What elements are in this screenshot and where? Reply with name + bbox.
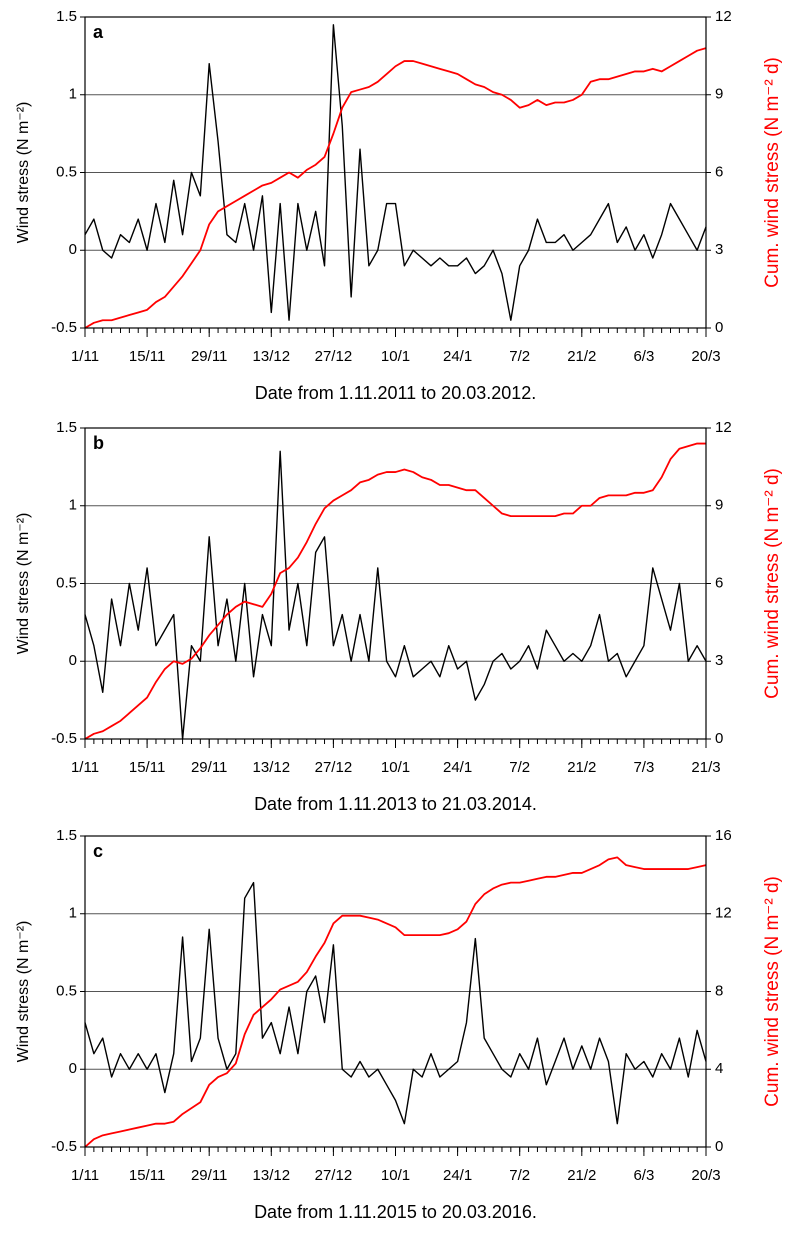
y-tick-label: 0 (69, 241, 77, 258)
y2-tick-label: 6 (715, 574, 723, 591)
y2-tick-label: 0 (715, 1138, 723, 1155)
y-tick-label: 1 (69, 905, 77, 922)
plot-frame (84, 427, 707, 740)
series-line (84, 450, 707, 740)
y-tick-label: 0 (69, 652, 77, 669)
y-tick-label: -0.5 (51, 730, 77, 747)
y2-axis-label: Cum. wind stress (N m⁻² d) (762, 876, 783, 1107)
x-tick-label: 24/1 (443, 759, 472, 776)
y2-tick-label: 9 (715, 497, 723, 514)
y2-tick-label: 6 (715, 163, 723, 180)
y2-tick-label: 12 (715, 905, 732, 922)
x-tick-label: 29/11 (191, 1167, 227, 1184)
x-tick-label: 27/12 (315, 348, 353, 365)
x-tick-label: 7/3 (633, 759, 654, 776)
y-tick-label: -0.5 (51, 319, 77, 336)
x-tick-label: 15/11 (129, 759, 165, 776)
x-tick-label: 7/2 (509, 759, 530, 776)
y2-tick-label: 0 (715, 730, 723, 747)
y-tick-label: 1.5 (56, 8, 77, 25)
x-tick-label: 6/3 (633, 348, 654, 365)
x-axis-label: Date from 1.11.2011 to 20.03.2012. (255, 383, 537, 403)
series-line (84, 881, 707, 1125)
y2-tick-label: 16 (715, 827, 732, 844)
x-tick-label: 7/2 (509, 348, 530, 365)
x-tick-label: 20/3 (691, 1167, 720, 1184)
y2-axis-label: Cum. wind stress (N m⁻² d) (762, 57, 783, 288)
panel-label: a (93, 22, 104, 42)
series-line (84, 442, 706, 740)
y2-axis-label: Cum. wind stress (N m⁻² d) (762, 468, 783, 699)
x-tick-label: 15/11 (129, 348, 165, 365)
x-tick-label: 21/2 (567, 759, 596, 776)
y2-tick-label: 3 (715, 241, 723, 258)
y2-tick-label: 12 (715, 8, 732, 25)
panel-label: b (93, 433, 104, 453)
y-tick-label: 1.5 (56, 419, 77, 436)
y2-tick-label: 4 (715, 1060, 723, 1077)
x-tick-label: 27/12 (315, 1167, 353, 1184)
x-tick-label: 10/1 (381, 348, 410, 365)
y-tick-label: 0.5 (56, 982, 77, 999)
y-tick-label: -0.5 (51, 1138, 77, 1155)
x-tick-label: 15/11 (129, 1167, 165, 1184)
y-tick-label: 0 (69, 1060, 77, 1077)
plot-frame (84, 835, 707, 1148)
y-tick-label: 1 (69, 86, 77, 103)
y2-tick-label: 3 (715, 652, 723, 669)
series-line (84, 47, 707, 329)
x-tick-label: 10/1 (381, 759, 410, 776)
x-axis-label: Date from 1.11.2013 to 21.03.2014. (254, 794, 537, 814)
y-tick-label: 0.5 (56, 574, 77, 591)
x-tick-label: 1/11 (71, 1167, 99, 1184)
x-tick-label: 27/12 (315, 759, 353, 776)
x-tick-label: 13/12 (253, 759, 291, 776)
panel-label: c (93, 841, 103, 861)
x-tick-label: 1/11 (71, 759, 99, 776)
x-tick-label: 1/11 (71, 348, 99, 365)
y2-tick-label: 9 (715, 86, 723, 103)
x-tick-label: 21/3 (691, 759, 720, 776)
x-tick-label: 13/12 (253, 348, 291, 365)
x-tick-label: 29/11 (191, 348, 227, 365)
series-line (84, 856, 707, 1148)
y-tick-label: 1.5 (56, 827, 77, 844)
y-axis-label: Wind stress (N m⁻²) (15, 921, 32, 1063)
plot-frame (84, 16, 707, 329)
x-tick-label: 24/1 (443, 348, 472, 365)
y-axis-label: Wind stress (N m⁻²) (15, 513, 32, 655)
x-tick-label: 29/11 (191, 759, 227, 776)
y-axis-label: Wind stress (N m⁻²) (15, 102, 32, 244)
x-tick-label: 20/3 (691, 348, 720, 365)
x-tick-label: 21/2 (567, 1167, 596, 1184)
y-tick-label: 0.5 (56, 163, 77, 180)
y2-tick-label: 0 (715, 319, 723, 336)
x-tick-label: 24/1 (443, 1167, 472, 1184)
x-tick-label: 6/3 (633, 1167, 654, 1184)
y2-tick-label: 8 (715, 982, 723, 999)
x-tick-label: 13/12 (253, 1167, 291, 1184)
series-line (84, 24, 707, 321)
x-axis-label: Date from 1.11.2015 to 20.03.2016. (254, 1202, 537, 1222)
y2-tick-label: 12 (715, 419, 732, 436)
x-tick-label: 7/2 (509, 1167, 530, 1184)
x-tick-label: 10/1 (381, 1167, 410, 1184)
y-tick-label: 1 (69, 497, 77, 514)
x-tick-label: 21/2 (567, 348, 596, 365)
